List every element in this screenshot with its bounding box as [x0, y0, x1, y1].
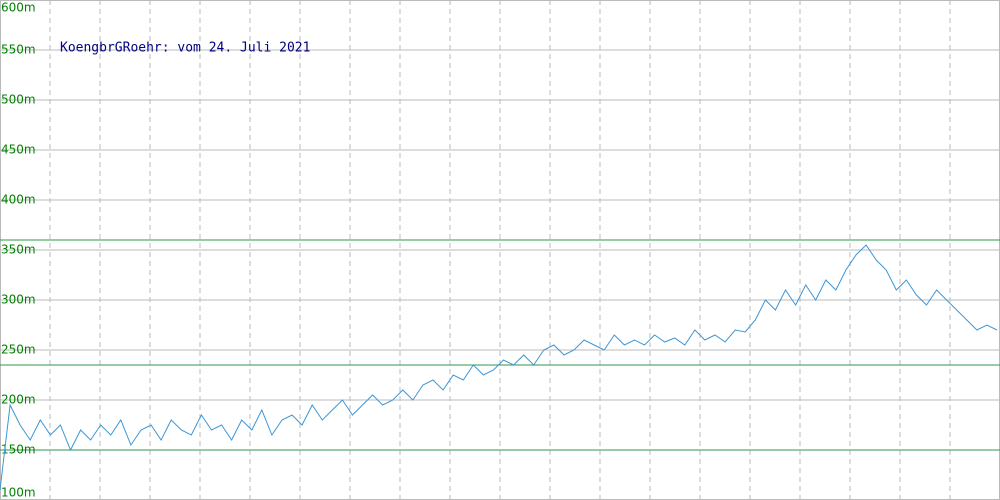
y-tick-label: 500m	[1, 93, 36, 107]
y-tick-label: 100m	[1, 486, 36, 500]
vertical-grid	[49, 0, 951, 500]
y-tick-label: 350m	[1, 243, 36, 257]
chart-title: KoengbrGRoehr: vom 24. Juli 2021	[60, 41, 310, 56]
y-tick-label: 450m	[1, 143, 36, 157]
y-tick-label: 400m	[1, 193, 36, 207]
y-tick-label: 300m	[1, 293, 36, 307]
y-tick-label: 550m	[1, 43, 36, 57]
y-tick-label: 600m	[1, 1, 36, 15]
y-tick-label: 250m	[1, 343, 36, 357]
y-tick-label: 150m	[1, 443, 36, 457]
y-tick-label: 200m	[1, 393, 36, 407]
data-line	[0, 244, 998, 491]
